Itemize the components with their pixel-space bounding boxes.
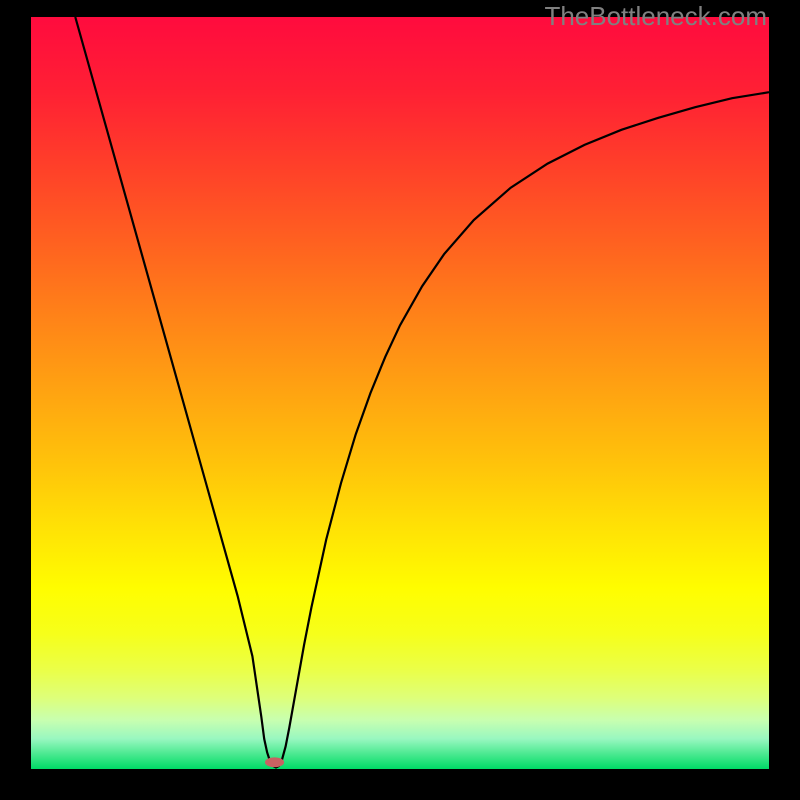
curve-layer (31, 17, 769, 769)
bottleneck-curve (75, 17, 769, 767)
chart-frame: TheBottleneck.com (0, 0, 800, 800)
plot-area (31, 17, 769, 769)
min-marker (265, 757, 284, 767)
watermark-text: TheBottleneck.com (544, 1, 767, 32)
